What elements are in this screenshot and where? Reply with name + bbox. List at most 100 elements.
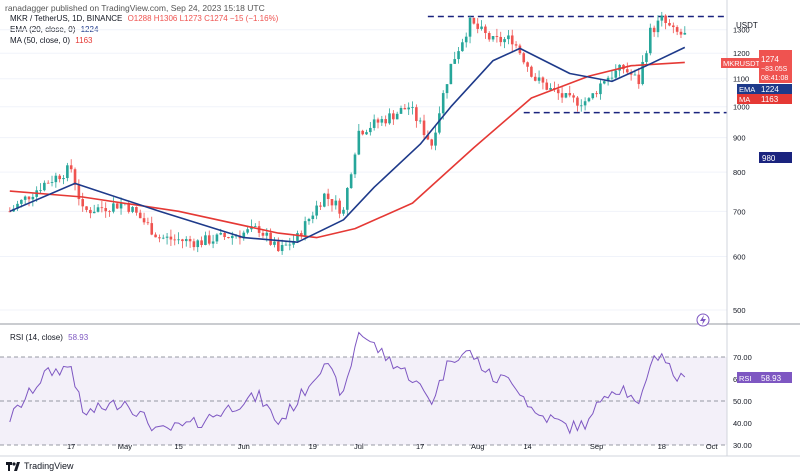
candle-body	[296, 233, 299, 241]
footer-brand[interactable]: TradingView	[6, 461, 74, 471]
change-tag: −83.05S	[761, 66, 788, 73]
lightning-icon[interactable]	[696, 313, 710, 327]
candle-body	[537, 77, 541, 81]
candle-body	[150, 223, 154, 235]
candle-body	[142, 218, 146, 223]
candle-body	[388, 113, 391, 124]
candle-body	[372, 119, 376, 128]
candle-body	[69, 165, 73, 170]
candle-body	[158, 237, 161, 239]
candle-body	[618, 64, 621, 71]
support-tag: 980	[762, 154, 776, 163]
candle-body	[108, 211, 111, 213]
candle-body	[587, 98, 591, 102]
price-ticks: 1300 1200 1100 1000 900 800 700 600 500	[733, 26, 750, 315]
candle-body	[43, 182, 46, 191]
candle-body	[165, 236, 169, 238]
time-tick-label: 19	[309, 442, 317, 451]
candle-body	[16, 203, 19, 209]
candle-body	[169, 236, 173, 240]
candle-body	[572, 95, 575, 98]
candle-body	[188, 239, 192, 242]
candle-body	[399, 108, 403, 114]
candle-body	[668, 23, 671, 26]
candle-body	[330, 199, 334, 206]
candle-body	[342, 209, 345, 214]
price-tick-label: 500	[733, 306, 746, 315]
candle-body	[576, 97, 579, 106]
candle-body	[679, 31, 683, 35]
price-tick-label: 900	[733, 134, 746, 143]
candle-body	[595, 93, 598, 95]
time-ticks: 17 May 15 Jun 19 Jul 17 Aug 14 Sep 18 Oct	[67, 442, 718, 451]
rsi-line-group	[9, 331, 686, 435]
symbol-label: MKR / TetherUS, 1D, BINANCE	[10, 14, 123, 23]
candle-body	[411, 107, 414, 109]
candle-body	[89, 209, 92, 214]
time-tick-label: 15	[174, 442, 182, 451]
candle-body	[541, 77, 545, 83]
candle-body	[154, 234, 157, 238]
candle-body	[415, 107, 418, 122]
candle-body	[568, 93, 572, 96]
candle-body	[499, 36, 503, 43]
rsi-value-tag: 58.93	[761, 374, 782, 383]
candle-body	[307, 219, 311, 222]
candle-body	[346, 188, 349, 210]
rsi-tick-label: 50.00	[733, 397, 752, 406]
time-tick-label: Oct	[706, 442, 719, 451]
candle-body	[514, 44, 518, 46]
rsi-legend-label: RSI (14, close)	[10, 333, 63, 342]
candle-body	[303, 221, 307, 237]
candle-body	[173, 239, 177, 241]
candle-body	[269, 232, 272, 245]
candle-body	[50, 182, 54, 183]
candle-body	[223, 233, 226, 238]
time-tick-label: 17	[416, 442, 424, 451]
currency-label: USDT	[736, 21, 758, 30]
candle-body	[560, 93, 564, 98]
last-price-tag: 1274	[761, 55, 779, 64]
ma-50-line	[9, 61, 685, 239]
candle-body	[645, 53, 648, 62]
candle-body	[211, 241, 215, 244]
candle-body	[338, 200, 341, 214]
candle-body	[395, 113, 399, 120]
candle-body	[273, 241, 276, 245]
candle-body	[461, 42, 464, 52]
rsi-tick-label: 40.00	[733, 419, 752, 428]
ma-line-group	[9, 61, 685, 239]
ma-value-tag: 1163	[761, 95, 779, 104]
symbol-tag-bg	[721, 58, 765, 68]
candle-body	[491, 36, 495, 40]
candle-body	[457, 51, 460, 60]
candle-body	[583, 101, 587, 106]
price-tick-label: 1300	[733, 26, 750, 35]
horizontal-levels	[427, 15, 727, 114]
candle-body	[58, 175, 61, 180]
candle-body	[242, 232, 246, 239]
time-tick-label: 17	[67, 442, 75, 451]
time-tick-label: 18	[658, 442, 666, 451]
countdown-tag: 08:41:08	[761, 75, 788, 82]
candle-body	[96, 207, 100, 212]
candle-body	[319, 205, 322, 207]
candle-body	[73, 169, 77, 185]
candle-body	[683, 32, 687, 35]
price-tick-label: 1000	[733, 103, 750, 112]
candle-body	[292, 240, 295, 245]
candle-body	[46, 182, 50, 184]
axes: USDT	[0, 0, 800, 457]
rsi-band	[0, 356, 727, 446]
time-tick-label: Aug	[471, 442, 484, 451]
candle-body	[472, 17, 476, 24]
candle-body	[652, 27, 656, 33]
candle-body	[215, 234, 219, 242]
brand-label: TradingView	[24, 461, 74, 471]
candle-body	[365, 132, 368, 135]
ema-value-tag: 1224	[761, 85, 779, 94]
candle-body	[445, 84, 449, 94]
candle-body	[196, 240, 200, 248]
ma-tag: MA	[739, 95, 750, 104]
